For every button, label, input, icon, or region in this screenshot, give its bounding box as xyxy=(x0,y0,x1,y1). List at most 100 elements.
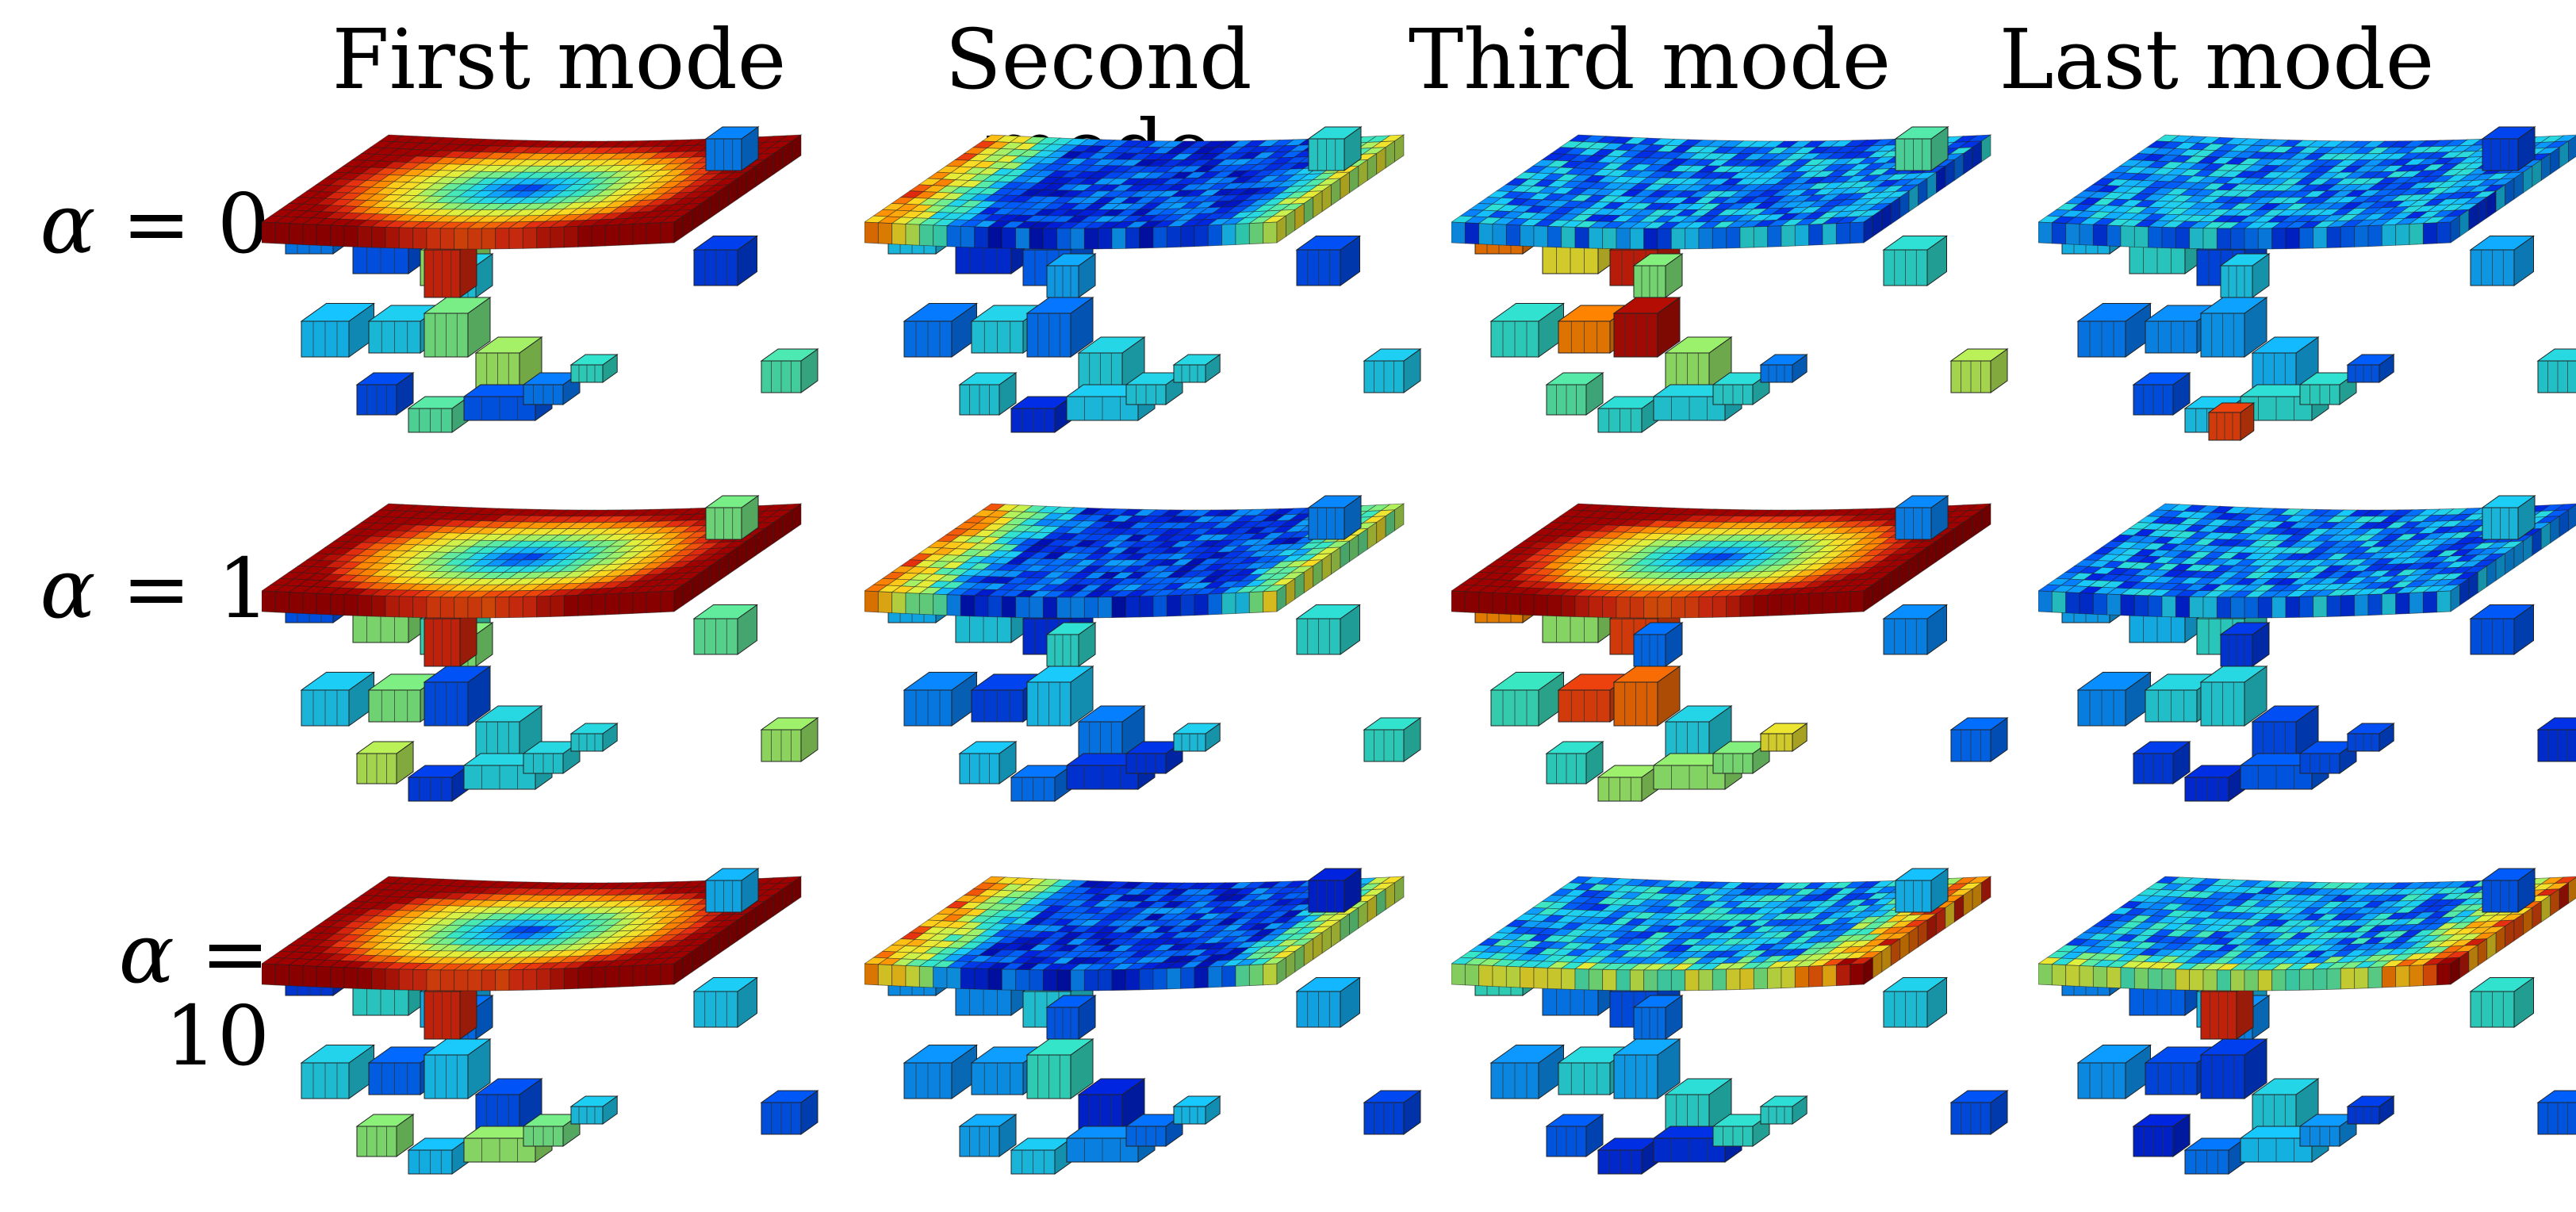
plate-edge-cell xyxy=(1629,228,1645,250)
structure-block-top xyxy=(1612,665,1681,683)
structure-block-top xyxy=(1489,303,1566,322)
structure-block-top xyxy=(1025,297,1094,314)
plate-edge-cell xyxy=(412,227,427,250)
plate-edge-cell xyxy=(2326,595,2341,617)
plate-edge-cell xyxy=(1574,227,1589,249)
plate-edge-cell xyxy=(905,224,920,246)
plate-edge-cell xyxy=(604,224,620,247)
structure-block-top xyxy=(474,705,543,723)
support-block-top xyxy=(2536,348,2576,362)
plate-edge-cell xyxy=(1588,596,1604,618)
support-block-top xyxy=(1295,236,1362,251)
plate-side-cell xyxy=(792,134,802,163)
plate-edge-cell xyxy=(1042,596,1058,619)
plate-edge-cell xyxy=(1794,224,1810,247)
plate-surface xyxy=(2038,503,2576,619)
plate-edge-cell xyxy=(1835,222,1851,245)
plate-edge-cell xyxy=(412,596,427,619)
plate-edge-cell xyxy=(2230,596,2245,619)
mode-panel-r0-c1 xyxy=(864,83,1467,456)
structure-block-top xyxy=(1172,723,1221,734)
plate-edge-cell xyxy=(646,222,661,245)
plate-edge-cell xyxy=(2065,592,2080,614)
structure-block-top xyxy=(1632,622,1684,635)
plate-edge-cell xyxy=(2381,593,2397,616)
plate-edge-cell xyxy=(1125,227,1140,249)
plate-edge-cell xyxy=(1670,228,1686,250)
support-block-top xyxy=(1307,126,1363,140)
plate-edge-cell xyxy=(960,225,976,248)
plate-edge-cell xyxy=(1753,594,1769,617)
plate-edge-cell xyxy=(591,224,606,247)
plate-surface xyxy=(1451,503,1992,619)
plate-edge-cell xyxy=(2340,225,2356,248)
plate-edge-cell xyxy=(2395,593,2410,615)
plate-edge-cell xyxy=(2148,226,2163,248)
structure-block-top xyxy=(300,303,376,322)
plate-edge-cell xyxy=(1643,228,1658,250)
plate-edge-cell xyxy=(864,590,879,613)
plate-edge-cell xyxy=(1194,593,1209,616)
plate-edge-cell xyxy=(933,593,948,616)
plate-edge-cell xyxy=(933,224,948,247)
plate-edge-cell xyxy=(371,226,386,248)
structure-block-top xyxy=(2219,622,2271,635)
plate-edge-cell xyxy=(1739,595,1754,617)
structure-block-top xyxy=(1664,705,1733,723)
structure-block-top xyxy=(1172,354,1221,366)
support-blocks xyxy=(1295,495,1422,762)
mode-shape-plot xyxy=(864,126,1422,433)
plate-edge-cell xyxy=(2285,227,2300,250)
plate-edge-cell xyxy=(343,225,358,247)
plate-edge-cell xyxy=(398,596,414,618)
mode-panel-r0-c2 xyxy=(1451,83,2054,456)
plate-edge-cell xyxy=(2285,596,2300,619)
plate-edge-cell xyxy=(2092,593,2108,616)
structure-block-top xyxy=(569,723,619,734)
plate-edge-cell xyxy=(1835,591,1851,614)
structure-block-top xyxy=(903,303,979,322)
plate-edge-cell xyxy=(1726,227,1741,249)
support-blocks xyxy=(1295,126,1422,393)
plate-edge-cell xyxy=(2106,224,2122,247)
plate-edge-cell xyxy=(1152,595,1167,617)
plate-edge-cell xyxy=(2340,594,2356,617)
plate-edge-cell xyxy=(632,223,647,245)
plate-edge-cell xyxy=(1781,593,1796,616)
plate-edge-cell xyxy=(1602,596,1617,619)
structure-block-top xyxy=(2251,336,2320,354)
plate-edge-cell xyxy=(508,596,523,619)
plate-edge-cell xyxy=(632,592,647,614)
structure-block-top xyxy=(1045,253,1097,267)
plate-edge-cell xyxy=(1263,590,1278,613)
plate-edge-cell xyxy=(1492,593,1507,615)
alpha-symbol: α xyxy=(40,175,96,272)
plate-edge-cell xyxy=(1207,224,1223,247)
mode-shape-plot xyxy=(1451,126,2009,433)
support-block-top xyxy=(1882,604,1949,619)
plate-edge-cell xyxy=(481,596,496,619)
plate-edge-cell xyxy=(1098,596,1113,619)
plate-edge-cell xyxy=(2230,228,2245,250)
mode-panel-r1-c0 xyxy=(262,452,864,825)
plate-edge-cell xyxy=(1739,226,1754,248)
plate-edge-cell xyxy=(1221,224,1236,246)
plate-edge-cell xyxy=(2244,228,2259,250)
plate-edge-cell xyxy=(2202,596,2218,619)
plate-edge-cell xyxy=(522,227,538,249)
mode-shape-plot xyxy=(2038,126,2576,441)
plate-edge-cell xyxy=(987,596,1002,618)
support-block-top xyxy=(2536,717,2576,731)
plate-edge-cell xyxy=(289,592,304,614)
plate-edge-cell xyxy=(1533,225,1548,247)
plate-edge-cell xyxy=(1139,596,1154,618)
support-blocks xyxy=(692,126,819,393)
plate-edge-cell xyxy=(2313,227,2328,249)
mode-shape-plot xyxy=(262,126,819,433)
plate-edge-cell xyxy=(1547,225,1562,248)
plate-edge-cell xyxy=(2202,228,2218,250)
plate-edge-cell xyxy=(2367,224,2382,247)
row-label-alpha-0: α = 0 xyxy=(8,182,270,265)
plate-edge-cell xyxy=(646,591,661,614)
plate-edge-cell xyxy=(2120,594,2135,616)
